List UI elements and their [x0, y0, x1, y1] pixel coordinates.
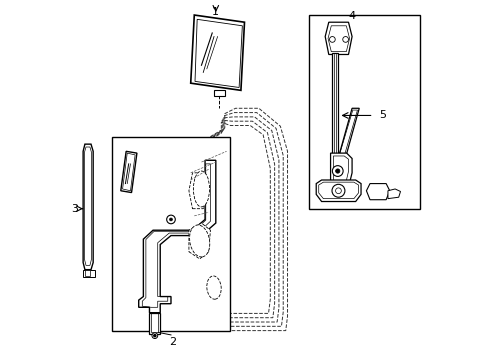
Polygon shape: [112, 137, 230, 330]
Ellipse shape: [206, 276, 221, 299]
Polygon shape: [84, 147, 91, 265]
Text: 2: 2: [169, 337, 176, 347]
Polygon shape: [366, 184, 389, 200]
Polygon shape: [327, 26, 349, 51]
Polygon shape: [85, 270, 90, 276]
Circle shape: [335, 188, 341, 194]
Text: 1: 1: [212, 7, 219, 17]
Circle shape: [329, 37, 335, 42]
Polygon shape: [332, 53, 337, 173]
Polygon shape: [214, 90, 224, 96]
Polygon shape: [188, 173, 206, 209]
Polygon shape: [149, 313, 160, 334]
Circle shape: [331, 184, 344, 197]
Polygon shape: [316, 180, 360, 202]
Polygon shape: [190, 15, 244, 90]
Circle shape: [169, 218, 172, 221]
Ellipse shape: [193, 171, 209, 207]
Circle shape: [332, 166, 343, 176]
Circle shape: [152, 333, 158, 338]
Polygon shape: [308, 15, 419, 209]
Circle shape: [342, 37, 348, 42]
Ellipse shape: [189, 225, 209, 257]
Text: 5: 5: [378, 111, 385, 121]
Polygon shape: [83, 270, 94, 277]
Text: 3: 3: [72, 204, 79, 214]
Polygon shape: [188, 223, 210, 259]
Polygon shape: [195, 19, 242, 87]
Circle shape: [166, 215, 175, 224]
Circle shape: [335, 169, 339, 173]
Polygon shape: [121, 151, 137, 193]
Text: 4: 4: [348, 12, 355, 22]
Polygon shape: [325, 22, 351, 54]
Polygon shape: [139, 160, 215, 313]
Polygon shape: [122, 153, 135, 191]
Polygon shape: [330, 153, 351, 187]
Polygon shape: [83, 144, 93, 270]
Polygon shape: [387, 189, 400, 199]
Polygon shape: [333, 108, 359, 173]
Circle shape: [153, 334, 156, 337]
